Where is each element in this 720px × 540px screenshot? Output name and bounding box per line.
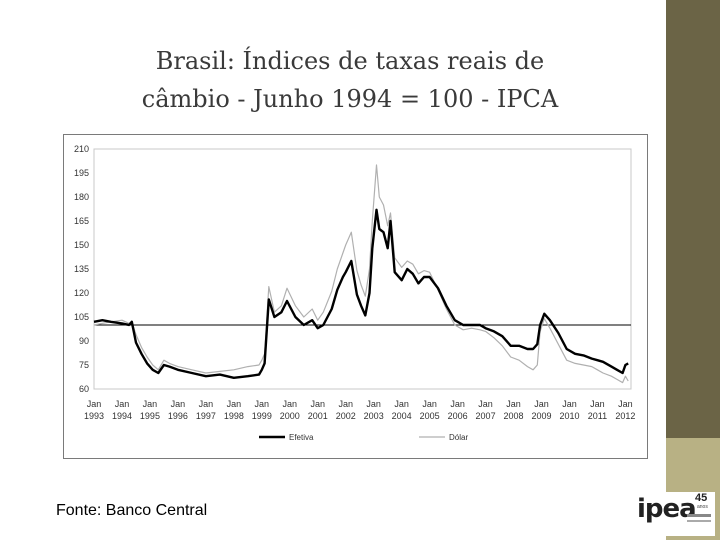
y-tick-label: 90 <box>79 336 89 346</box>
y-tick-label: 195 <box>74 168 89 178</box>
x-tick-month: Jan <box>478 399 493 409</box>
x-tick-month: Jan <box>115 399 130 409</box>
x-tick-year: 2008 <box>504 411 524 421</box>
slide-title-line1: Brasil: Índices de taxas reais de <box>155 47 545 75</box>
x-tick-month: Jan <box>227 399 242 409</box>
x-tick-month: Jan <box>143 399 158 409</box>
line-chart: 210 195 180 165 150 135 120 105 90 75 60 Jan 1993 Jan… <box>74 144 635 442</box>
series-line-dolar <box>93 164 629 384</box>
y-tick-label: 210 <box>74 144 89 154</box>
y-tick-label: 135 <box>74 264 89 274</box>
x-tick-year: 2002 <box>336 411 356 421</box>
x-tick-month: Jan <box>394 399 409 409</box>
x-tick-month: Jan <box>171 399 186 409</box>
x-tick-year: 1999 <box>252 411 272 421</box>
x-tick-month: Jan <box>283 399 298 409</box>
legend-label-efetiva: Efetiva <box>289 433 314 442</box>
x-tick-year: 2009 <box>531 411 551 421</box>
legend-label-dolar: Dólar <box>449 433 468 442</box>
x-tick-month: Jan <box>534 399 549 409</box>
x-tick-year: 1997 <box>196 411 216 421</box>
y-tick-label: 75 <box>79 360 89 370</box>
x-tick-year: 2011 <box>588 411 607 421</box>
x-tick-year: 2006 <box>448 411 468 421</box>
x-tick-year: 1996 <box>168 411 188 421</box>
x-tick-year: 1993 <box>84 411 104 421</box>
y-tick-label: 60 <box>79 384 89 394</box>
x-tick-year: 1998 <box>224 411 244 421</box>
x-tick-month: Jan <box>450 399 465 409</box>
x-tick-year: 2001 <box>308 411 328 421</box>
x-tick-year: 2005 <box>420 411 440 421</box>
x-tick-month: Jan <box>255 399 270 409</box>
source-caption: Fonte: Banco Central <box>56 502 208 519</box>
x-tick-year: 1994 <box>112 411 132 421</box>
x-tick-year: 2004 <box>392 411 412 421</box>
y-tick-label: 105 <box>74 312 89 322</box>
x-tick-month: Jan <box>366 399 381 409</box>
plot-area <box>93 148 632 390</box>
x-tick-month: Jan <box>199 399 214 409</box>
slide-title: Brasil: Índices de taxas reais de câmbio… <box>100 42 600 118</box>
logo-rule <box>687 514 711 517</box>
x-tick-month: Jan <box>87 399 102 409</box>
x-tick-month: Jan <box>422 399 437 409</box>
y-tick-label: 150 <box>74 240 89 250</box>
y-tick-label: 180 <box>74 192 89 202</box>
x-tick-month: Jan <box>338 399 353 409</box>
logo-years: 45 <box>695 492 708 504</box>
x-tick-month: Jan <box>618 399 633 409</box>
y-tick-label: 165 <box>74 216 89 226</box>
x-tick-year: 1995 <box>140 411 160 421</box>
slide-title-line2: câmbio - Junho 1994 = 100 - IPCA <box>141 85 559 113</box>
logo-wordmark: ipea <box>637 494 697 524</box>
chart-frame: 210 195 180 165 150 135 120 105 90 75 60 Jan 1993 Jan… <box>63 134 648 459</box>
x-tick-month: Jan <box>310 399 325 409</box>
x-tick-year: 2010 <box>559 411 579 421</box>
y-tick-label: 120 <box>74 288 89 298</box>
series-line-efetiva <box>93 208 629 380</box>
x-tick-month: Jan <box>562 399 577 409</box>
ipea-logo: ipea 45 anos <box>629 492 715 536</box>
x-tick-month: Jan <box>506 399 521 409</box>
x-tick-year: 2007 <box>476 411 496 421</box>
x-tick-year: 2012 <box>615 411 635 421</box>
x-tick-month: Jan <box>590 399 605 409</box>
x-tick-year: 2000 <box>280 411 300 421</box>
x-tick-year: 2003 <box>364 411 384 421</box>
logo-rule-2 <box>687 520 711 522</box>
logo-anos: anos <box>697 504 708 510</box>
